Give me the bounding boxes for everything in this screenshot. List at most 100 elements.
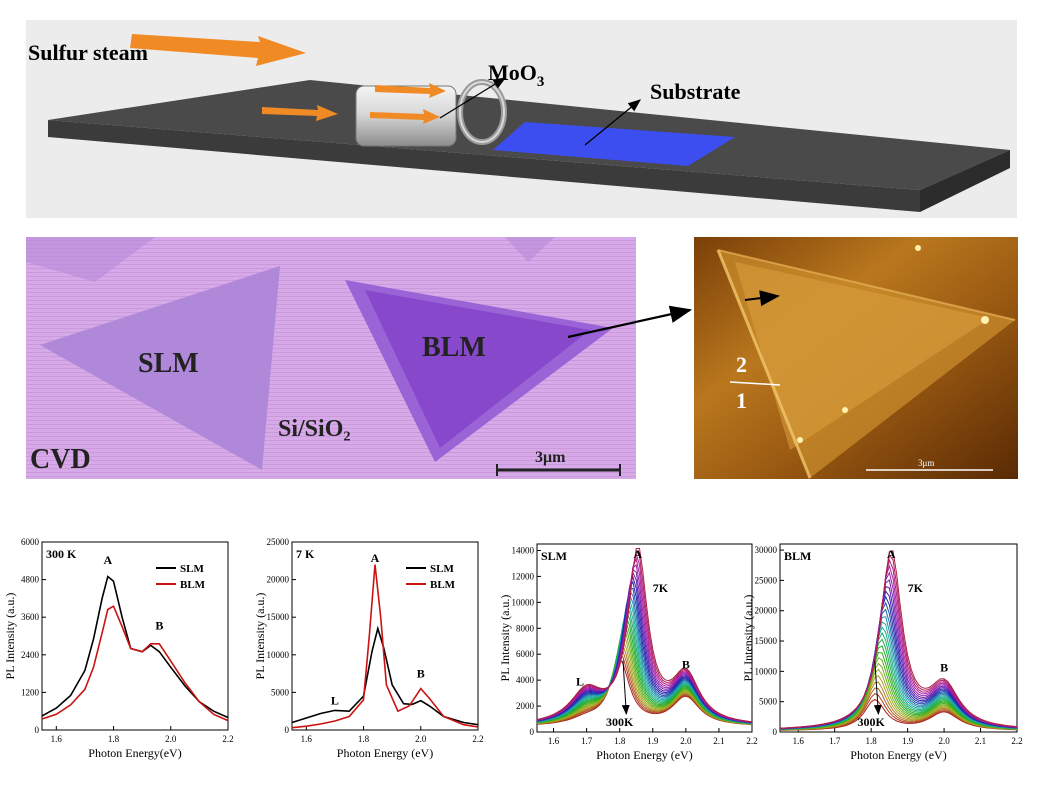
optical-image: SLM BLM Si/SiO₂ CVD 3μm xyxy=(26,237,636,479)
y-tick-label: 10000 xyxy=(755,666,778,676)
legend-label: BLM xyxy=(430,579,456,591)
x-tick-label: 2.2 xyxy=(1011,736,1022,746)
y-tick-label: 4800 xyxy=(21,575,40,585)
x-tick-label: 1.8 xyxy=(614,736,626,746)
x-axis-label: Photon Energy (eV) xyxy=(337,746,433,760)
series-line-blm xyxy=(291,564,479,729)
blm-label: BLM xyxy=(422,332,486,363)
peak-a-label: A xyxy=(634,547,643,561)
chart-frame xyxy=(291,541,479,731)
y-tick-label: 20000 xyxy=(267,575,290,585)
slm-label: SLM xyxy=(138,348,199,379)
slm-flake xyxy=(40,266,280,470)
y-tick-label: 12000 xyxy=(512,571,535,581)
y-tick-label: 1200 xyxy=(21,687,40,697)
label-300k: 300K xyxy=(857,715,885,729)
legend-label: SLM xyxy=(430,563,454,575)
peak-b-label: B xyxy=(417,666,425,680)
x-tick-label: 2.2 xyxy=(746,736,757,746)
afm-layer-1: 1 xyxy=(736,388,747,413)
y-tick-label: 25000 xyxy=(267,537,290,547)
x-tick-label: 1.6 xyxy=(793,736,805,746)
y-tick-label: 10000 xyxy=(512,597,535,607)
y-tick-label: 0 xyxy=(35,725,40,735)
y-tick-label: 2400 xyxy=(21,650,40,660)
x-tick-label: 1.8 xyxy=(108,734,120,744)
peak-b-label: B xyxy=(155,619,163,633)
y-tick-label: 5000 xyxy=(759,697,778,707)
peak-a-label: A xyxy=(371,551,380,565)
steam-arrow-inner-2 xyxy=(370,109,440,124)
x-tick-label: 2.0 xyxy=(165,734,177,744)
y-tick-label: 14000 xyxy=(512,545,535,555)
y-tick-label: 25000 xyxy=(755,575,778,585)
afm-scale-label: 3μm xyxy=(918,458,934,468)
chart-frame xyxy=(41,541,229,731)
x-axis-label: Photon Energy (eV) xyxy=(596,748,692,762)
x-tick-label: 1.6 xyxy=(51,734,63,744)
x-axis-label: Photon Energy(eV) xyxy=(88,746,181,760)
afm-image: 2 1 3μm xyxy=(694,237,1018,479)
chart-2: 1.6 1.8 2.0 2.2 0 5000 10000 15000 20000 25000 Pho… xyxy=(253,537,484,760)
label-7k: 7K xyxy=(908,581,924,595)
x-tick-label: 1.6 xyxy=(548,736,560,746)
x-tick-label: 2.1 xyxy=(713,736,724,746)
y-tick-label: 6000 xyxy=(516,649,535,659)
substrate-pointer xyxy=(584,99,642,146)
x-tick-label: 1.7 xyxy=(581,736,593,746)
label-300k: 300K xyxy=(606,715,634,729)
x-tick-label: 1.6 xyxy=(301,734,313,744)
y-axis-label: PL Intensity (a.u.) xyxy=(498,595,512,682)
y-tick-label: 0 xyxy=(285,725,290,735)
label-7k: 7K xyxy=(653,581,669,595)
temperature-arrow xyxy=(873,660,882,715)
y-tick-label: 15000 xyxy=(267,612,290,622)
peak-l-label: L xyxy=(331,693,339,707)
chart-1: 1.6 1.8 2.0 2.2 0 1200 2400 3600 4800 6000 Photon … xyxy=(3,537,234,760)
y-tick-label: 10000 xyxy=(267,650,290,660)
y-tick-label: 4000 xyxy=(516,675,535,685)
quartz-slab-side xyxy=(920,150,1010,212)
series-line-slm xyxy=(41,575,229,719)
chart-title: 300 K xyxy=(46,547,77,561)
flake-corner xyxy=(26,237,155,282)
temperature-curve xyxy=(536,547,753,723)
peak-b-label: B xyxy=(940,660,948,674)
chart-3: 1.6 1.7 1.8 1.9 2.0 2.1 2.2 0 2000 4000 6000 8000 10… xyxy=(498,543,758,762)
y-tick-label: 0 xyxy=(530,727,535,737)
substrate-plate xyxy=(493,122,735,166)
x-tick-label: 1.7 xyxy=(829,736,841,746)
steam-arrow-large xyxy=(130,34,306,66)
moo3-pointer xyxy=(439,77,507,119)
steam-arrow-inner-1 xyxy=(375,83,446,98)
chart-frame xyxy=(779,543,1018,733)
pl-spectra-charts: 1.6 1.8 2.0 2.2 0 1200 2400 3600 4800 6000 Photon … xyxy=(3,537,1023,762)
moo3-label: MoO3 xyxy=(488,60,544,90)
y-tick-label: 2000 xyxy=(516,701,535,711)
quartz-slab-front xyxy=(48,120,920,212)
x-tick-label: 1.8 xyxy=(866,736,878,746)
substrate-name-label: Si/SiO₂ xyxy=(278,416,351,442)
y-axis-label: PL Intensity (a.u.) xyxy=(253,593,267,680)
y-tick-label: 0 xyxy=(773,727,778,737)
y-axis-label: PL Intensity (a.u.) xyxy=(3,593,17,680)
x-tick-label: 1.9 xyxy=(902,736,914,746)
y-tick-label: 3600 xyxy=(21,612,40,622)
y-tick-label: 8000 xyxy=(516,623,535,633)
flake-small xyxy=(505,237,555,262)
afm-flake-inner xyxy=(735,262,990,450)
legend-label: BLM xyxy=(180,579,206,591)
x-tick-label: 2.0 xyxy=(938,736,950,746)
chart-frame xyxy=(536,543,753,733)
x-tick-label: 2.2 xyxy=(472,734,483,744)
x-tick-label: 2.0 xyxy=(415,734,427,744)
x-tick-label: 1.8 xyxy=(358,734,370,744)
chart-title: 7 K xyxy=(296,547,315,561)
peak-a-label: A xyxy=(887,547,896,561)
steam-arrow-small xyxy=(262,105,338,121)
y-tick-label: 30000 xyxy=(755,545,778,555)
peak-l-label: L xyxy=(576,674,584,688)
chart-title: BLM xyxy=(784,549,811,563)
y-axis-label: PL Intensity (a.u.) xyxy=(741,595,755,682)
